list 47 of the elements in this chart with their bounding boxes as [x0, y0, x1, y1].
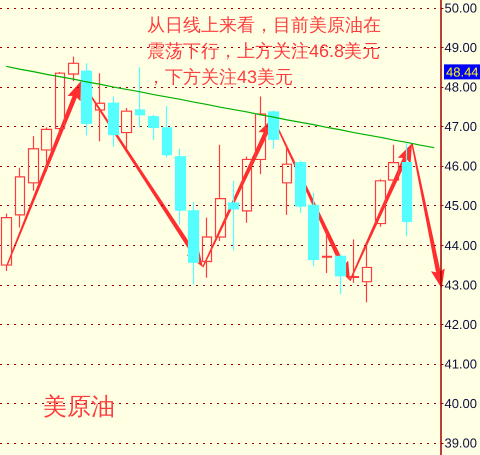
y-tick-label: 42.00 — [444, 316, 478, 332]
candlestick — [80, 62, 92, 136]
candlestick — [68, 56, 80, 82]
candlestick — [334, 254, 346, 295]
y-tick-label: 44.00 — [444, 238, 478, 253]
line-series — [6, 66, 434, 148]
candlestick — [202, 217, 212, 278]
candlestick — [242, 156, 252, 224]
candlestick — [0, 213, 12, 272]
candlestick — [308, 192, 320, 267]
candlestick — [374, 178, 386, 228]
candlestick — [174, 148, 186, 226]
candlestick — [120, 107, 132, 150]
candlestick — [402, 142, 412, 237]
text: 美原油 — [43, 394, 115, 420]
y-tick-label: 48.00 — [444, 80, 478, 95]
y-tick-label: 49.00 — [444, 40, 478, 55]
candlestick — [108, 96, 120, 148]
candlestick — [282, 144, 292, 216]
candlestick — [134, 66, 146, 128]
candlestick — [54, 71, 66, 140]
candlestick — [14, 167, 26, 228]
y-tick-label: 45.00 — [444, 198, 478, 214]
candlestick — [40, 126, 52, 172]
y-tick-label: 39.00 — [444, 436, 478, 451]
candlestick — [228, 180, 240, 252]
y-tick-label: 43.00 — [444, 277, 478, 292]
candlestick — [322, 230, 332, 274]
candlestick — [214, 144, 226, 242]
y-tick-label: 47.00 — [444, 119, 478, 134]
y-tick-label: 41.00 — [444, 356, 478, 372]
y-tick-label: 50.00 — [444, 0, 478, 16]
candlestick — [294, 160, 306, 214]
y-tick-label: 40.00 — [444, 396, 478, 412]
candlestick — [188, 202, 200, 286]
candlestick — [254, 96, 266, 175]
candlestick — [162, 105, 172, 158]
text: 48.44 — [446, 64, 479, 80]
annotation: 从日线上来看，目前美原油在震荡下行，上方关注46.8美元，下方关注43美元 — [147, 15, 381, 87]
candlestick — [268, 110, 280, 150]
candlestick — [94, 72, 106, 142]
y-tick-label: 46.00 — [444, 158, 478, 174]
candlestick — [348, 238, 360, 284]
candlestick — [362, 242, 372, 303]
candlestick — [28, 136, 40, 192]
candlestick — [148, 114, 160, 141]
candlestick — [388, 144, 400, 184]
